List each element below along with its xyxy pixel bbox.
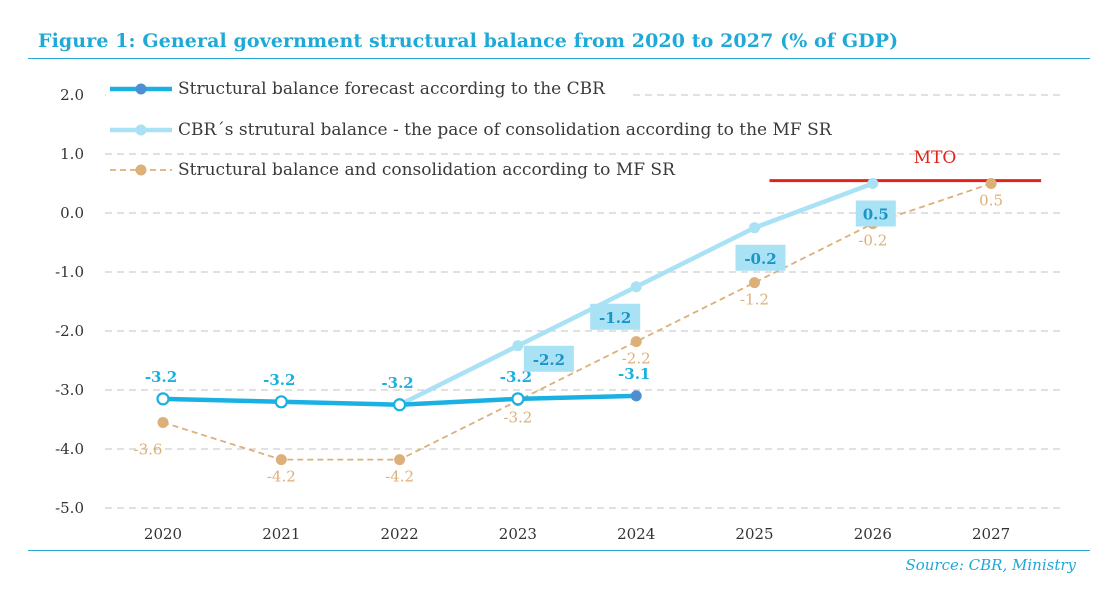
title-rule	[28, 58, 1090, 59]
x-tick-label: 2022	[381, 525, 419, 543]
x-tick-label: 2024	[617, 525, 655, 543]
y-tick-label: -2.0	[55, 322, 84, 340]
x-tick-label: 2027	[972, 525, 1010, 543]
legend-entry: Structural balance and consolidation acc…	[178, 160, 676, 180]
pace-data-label: -2.2	[533, 351, 565, 369]
mf-sr-data-label: -4.2	[385, 468, 414, 486]
series-cbr-mf-pace-point	[630, 281, 642, 293]
series-cbr-mf-pace-point	[867, 178, 879, 189]
series-mf-sr-point	[985, 178, 997, 189]
series-cbr-forecast-point	[511, 392, 525, 406]
cbr-forecast-data-label: -3.2	[500, 368, 532, 386]
series-mf-sr-point	[394, 454, 406, 466]
series-cbr-forecast-point	[630, 390, 642, 402]
bottom-rule	[28, 550, 1090, 551]
legend-backdrop	[106, 77, 630, 101]
cbr-forecast-data-label: -3.2	[263, 371, 295, 389]
y-tick-label: -5.0	[55, 499, 84, 517]
pace-data-label: -1.2	[599, 309, 631, 327]
series-mf-sr-point	[275, 454, 287, 466]
series-cbr-mf-pace-point	[749, 222, 760, 234]
cbr-forecast-data-label: -3.1	[618, 365, 650, 383]
legend-swatch-marker	[135, 164, 147, 176]
legend-entry: Structural balance forecast according to…	[178, 79, 606, 99]
x-tick-label: 2025	[735, 525, 773, 543]
series-mf-sr-line	[162, 182, 992, 461]
x-tick-label: 2026	[854, 525, 892, 543]
cbr-forecast-data-label: -3.2	[145, 368, 177, 386]
mf-sr-data-label: -1.2	[740, 291, 769, 309]
x-tick-label: 2020	[144, 525, 182, 543]
chart-title: Figure 1: General government structural …	[38, 30, 899, 52]
series-mf-sr-point	[630, 336, 642, 348]
y-tick-label: 0.0	[60, 204, 84, 222]
y-tick-label: -1.0	[55, 263, 84, 281]
y-tick-label: 2.0	[60, 86, 84, 104]
pace-data-label: 0.5	[863, 206, 889, 224]
legend-backdrop	[106, 118, 868, 142]
series-cbr-forecast-point	[156, 392, 170, 406]
pace-data-label-box	[523, 345, 574, 372]
y-tick-label: -3.0	[55, 381, 84, 399]
mf-sr-data-label: -4.2	[267, 468, 296, 486]
series-mf-sr-point	[157, 416, 169, 428]
legend-swatch-marker	[135, 83, 147, 95]
series-cbr-forecast-point	[393, 398, 407, 412]
x-tick-label: 2023	[499, 525, 537, 543]
pace-data-label-box	[735, 244, 786, 271]
series-cbr-mf-pace-point	[512, 340, 524, 352]
series-mf-sr-point	[749, 277, 760, 289]
mto-label: MTO	[914, 148, 957, 168]
mf-sr-data-label: -2.2	[622, 350, 651, 368]
y-tick-label: -4.0	[55, 440, 84, 458]
legend-entry: CBR´s strutural balance - the pace of co…	[178, 120, 833, 140]
mf-sr-data-label: 0.5	[979, 192, 1003, 210]
cbr-forecast-data-label: -3.2	[381, 374, 413, 392]
legend-backdrop	[106, 158, 702, 182]
legend-swatch-marker	[135, 124, 147, 136]
pace-data-label: -0.2	[744, 250, 776, 268]
mf-sr-data-label: -3.2	[503, 409, 532, 427]
mf-sr-data-label: -3.6	[134, 440, 163, 458]
y-tick-label: 1.0	[60, 145, 84, 163]
series-cbr-forecast-point	[274, 395, 288, 409]
pace-data-label-box	[855, 200, 896, 227]
x-tick-label: 2021	[262, 525, 300, 543]
pace-data-label-box	[590, 303, 641, 330]
source-note: Source: CBR, Ministry	[905, 556, 1076, 574]
mf-sr-data-label: -0.2	[858, 232, 887, 250]
